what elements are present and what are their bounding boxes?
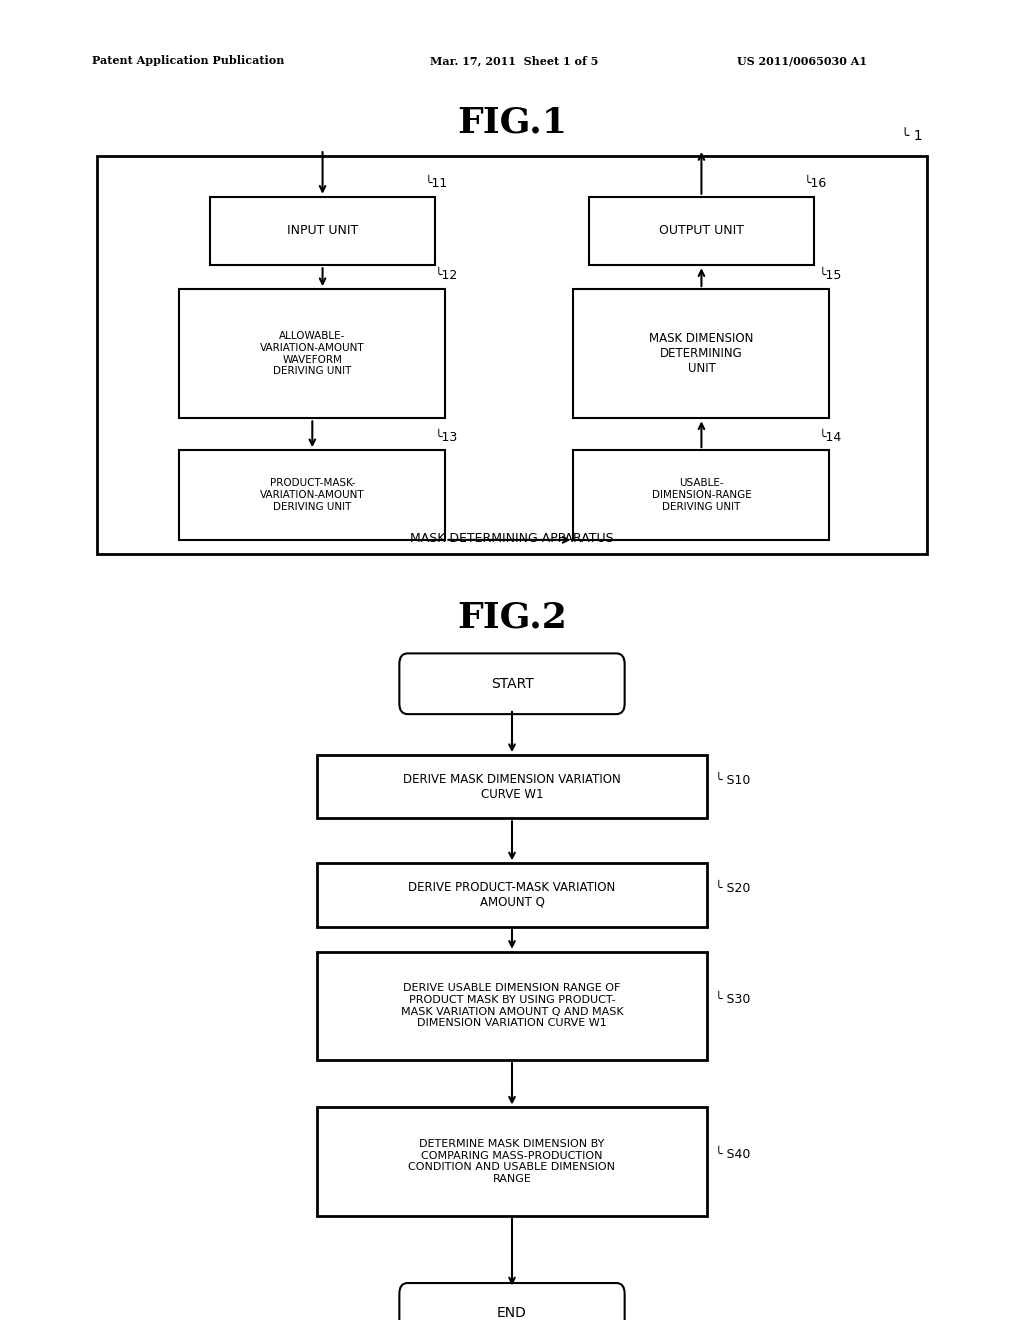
Text: ╰14: ╰14 — [819, 430, 843, 444]
Text: ╰12: ╰12 — [435, 269, 459, 282]
Bar — [210, 197, 435, 265]
Text: ╰ S20: ╰ S20 — [715, 882, 751, 895]
Bar — [97, 156, 927, 554]
Bar — [179, 450, 445, 540]
Text: DERIVE PRODUCT-MASK VARIATION
AMOUNT Q: DERIVE PRODUCT-MASK VARIATION AMOUNT Q — [409, 880, 615, 909]
Text: USABLE-
DIMENSION-RANGE
DERIVING UNIT: USABLE- DIMENSION-RANGE DERIVING UNIT — [651, 478, 752, 512]
FancyBboxPatch shape — [399, 653, 625, 714]
Text: ╰11: ╰11 — [425, 177, 449, 190]
Text: ╰ 1: ╰ 1 — [901, 128, 923, 143]
Text: ╰ S30: ╰ S30 — [715, 993, 751, 1006]
Bar — [573, 450, 829, 540]
Text: ALLOWABLE-
VARIATION-AMOUNT
WAVEFORM
DERIVING UNIT: ALLOWABLE- VARIATION-AMOUNT WAVEFORM DER… — [260, 331, 365, 376]
Text: END: END — [497, 1307, 527, 1320]
Text: DETERMINE MASK DIMENSION BY
COMPARING MASS-PRODUCTION
CONDITION AND USABLE DIMEN: DETERMINE MASK DIMENSION BY COMPARING MA… — [409, 1139, 615, 1184]
Text: DERIVE MASK DIMENSION VARIATION
CURVE W1: DERIVE MASK DIMENSION VARIATION CURVE W1 — [403, 772, 621, 801]
Text: ╰ S40: ╰ S40 — [715, 1148, 751, 1162]
Text: ╰ S10: ╰ S10 — [715, 774, 751, 787]
Bar — [573, 289, 829, 418]
Text: Patent Application Publication: Patent Application Publication — [92, 55, 285, 66]
Text: ╰13: ╰13 — [435, 430, 459, 444]
Text: START: START — [490, 677, 534, 690]
Bar — [317, 863, 707, 927]
Bar — [317, 1107, 707, 1216]
Bar — [179, 289, 445, 418]
Text: OUTPUT UNIT: OUTPUT UNIT — [658, 224, 744, 238]
Text: MASK DIMENSION
DETERMINING
UNIT: MASK DIMENSION DETERMINING UNIT — [649, 333, 754, 375]
Text: ╰16: ╰16 — [804, 177, 827, 190]
FancyBboxPatch shape — [399, 1283, 625, 1320]
Text: FIG.1: FIG.1 — [457, 106, 567, 140]
Text: PRODUCT-MASK-
VARIATION-AMOUNT
DERIVING UNIT: PRODUCT-MASK- VARIATION-AMOUNT DERIVING … — [260, 478, 365, 512]
Bar — [317, 952, 707, 1060]
Text: US 2011/0065030 A1: US 2011/0065030 A1 — [737, 55, 867, 66]
Text: FIG.2: FIG.2 — [457, 601, 567, 635]
Bar — [589, 197, 814, 265]
Text: INPUT UNIT: INPUT UNIT — [287, 224, 358, 238]
Text: ╰15: ╰15 — [819, 269, 843, 282]
Text: Mar. 17, 2011  Sheet 1 of 5: Mar. 17, 2011 Sheet 1 of 5 — [430, 55, 598, 66]
Text: DERIVE USABLE DIMENSION RANGE OF
PRODUCT MASK BY USING PRODUCT-
MASK VARIATION A: DERIVE USABLE DIMENSION RANGE OF PRODUCT… — [400, 983, 624, 1028]
Bar — [317, 755, 707, 818]
Text: MASK DETERMINING APPARATUS: MASK DETERMINING APPARATUS — [411, 532, 613, 545]
